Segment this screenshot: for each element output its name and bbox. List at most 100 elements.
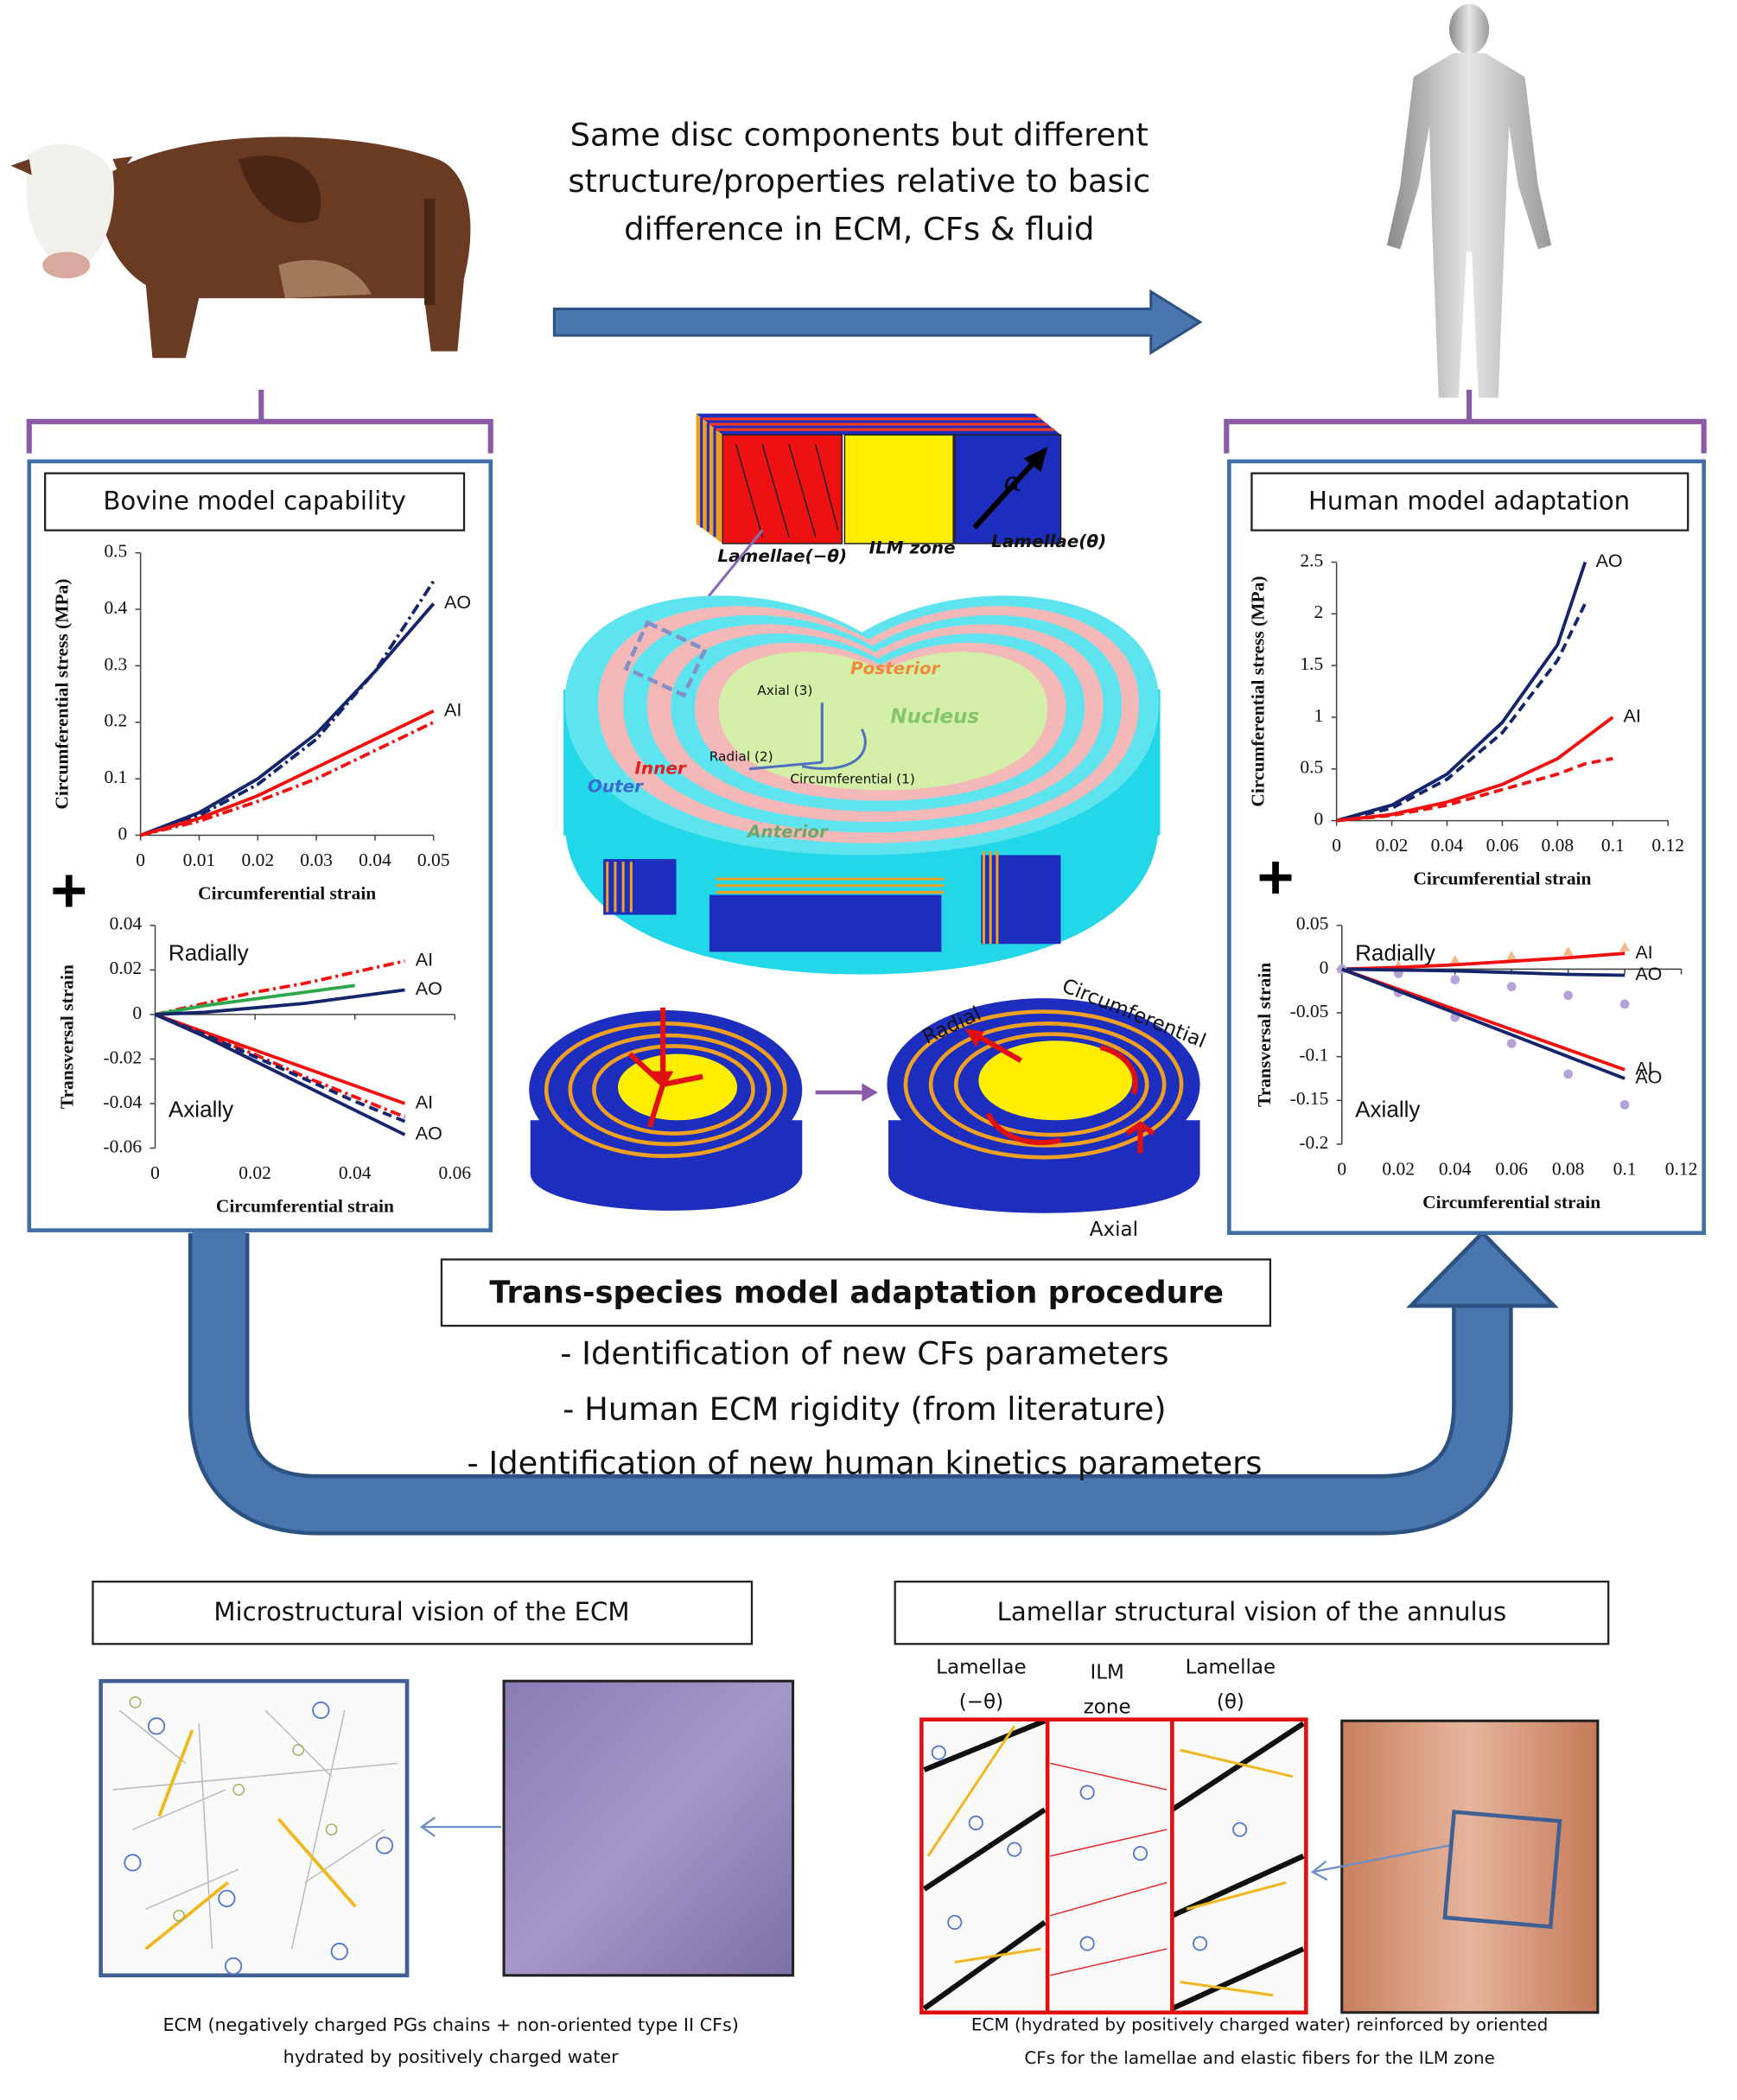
- series-line: [154, 1013, 406, 1123]
- panel-title: Bovine model capability: [103, 486, 406, 515]
- series-line: [154, 1013, 406, 1105]
- series-label: AO: [1635, 964, 1662, 984]
- lamellar-schematic: [919, 1717, 1308, 2015]
- axis-label: Axial (3): [757, 683, 812, 698]
- region-label: Nucleus: [890, 705, 979, 728]
- x-tick-label: 0.1: [1601, 835, 1625, 856]
- data-point: [1449, 955, 1460, 964]
- y-tick-label: 1.5: [1300, 653, 1323, 674]
- x-tick-label: 0.03: [300, 850, 333, 870]
- block-label: ILM zone: [869, 538, 956, 558]
- series-label: AI: [444, 699, 461, 720]
- series-line: [140, 709, 435, 837]
- caption-line: hydrated by positively charged water: [283, 2046, 620, 2067]
- y-tick-label: 0.4: [104, 597, 127, 618]
- title-box: [92, 1581, 754, 1645]
- bovine-panel: [27, 459, 493, 1232]
- y-tick-label: 0.5: [1300, 757, 1323, 778]
- series-line: [155, 988, 405, 1016]
- pointer-arrow: [1310, 1844, 1450, 1881]
- pointer-arrow: [419, 1817, 501, 1837]
- annotation: Radially: [169, 939, 249, 965]
- series-label: AO: [416, 1123, 442, 1144]
- y-axis-label: Transversal strain: [1254, 963, 1275, 1107]
- data-point: [1506, 1039, 1517, 1048]
- x-tick-label: 0: [150, 1162, 160, 1183]
- data-point: [1563, 1069, 1573, 1079]
- series-line: [139, 602, 436, 837]
- column-label: ILM: [1090, 1662, 1123, 1684]
- x-tick-label: 0.05: [417, 850, 450, 870]
- annotation: Axially: [169, 1096, 233, 1122]
- series-line: [1336, 561, 1587, 823]
- cow-illustration: [10, 137, 471, 359]
- header-line: structure/properties relative to basic: [568, 162, 1150, 200]
- y-tick-label: 0: [1320, 957, 1329, 977]
- plus-sign: [1259, 862, 1292, 894]
- block-label: Lamellae(θ): [991, 531, 1106, 551]
- x-tick-label: 0.12: [1665, 1159, 1698, 1180]
- x-tick-label: 0.06: [1495, 1159, 1528, 1180]
- x-axis-label: Circumferential strain: [216, 1195, 394, 1216]
- transfer-arrow: [552, 289, 1203, 355]
- human-panel: [1227, 459, 1706, 1236]
- annotation: Axially: [1355, 1096, 1420, 1122]
- series-line: [1336, 602, 1587, 823]
- load-label: Axial: [1090, 1219, 1138, 1241]
- y-tick-label: 0.5: [104, 541, 127, 562]
- y-tick-label: 1: [1314, 705, 1324, 726]
- series-line: [1336, 716, 1614, 823]
- x-tick-label: 0.04: [1431, 835, 1464, 856]
- data-point: [1619, 941, 1631, 951]
- x-axis-label: Circumferential strain: [198, 882, 376, 903]
- y-tick-label: -0.1: [1299, 1045, 1328, 1066]
- procedure-title: Trans-species model adaptation procedure: [489, 1275, 1224, 1310]
- section-title: Lamellar structural vision of the annulu…: [997, 1597, 1507, 1626]
- data-point: [1619, 999, 1630, 1009]
- column-label: zone: [1084, 1696, 1131, 1718]
- x-tick-label: 0.1: [1613, 1159, 1637, 1180]
- y-tick-label: 0: [118, 823, 128, 843]
- loop-arrow: [188, 1230, 1559, 1536]
- procedure-box: [440, 1258, 1272, 1327]
- x-tick-label: 0.02: [239, 1162, 271, 1183]
- title-box: [44, 472, 466, 531]
- y-axis-label: Circumferential stress (MPa): [52, 579, 73, 810]
- x-tick-label: 0.08: [1552, 1159, 1585, 1180]
- plus-sign: [53, 875, 86, 907]
- data-point: [1450, 975, 1460, 984]
- procedure-item: - Identification of new CFs parameters: [560, 1334, 1168, 1371]
- series-line: [155, 983, 355, 1016]
- x-tick-label: 0: [1337, 1159, 1346, 1180]
- procedure-item: - Identification of new human kinetics p…: [467, 1445, 1262, 1482]
- section-title: Microstructural vision of the ECM: [213, 1597, 629, 1626]
- x-tick-label: 0.06: [1486, 835, 1519, 856]
- annotation: Radially: [1355, 939, 1435, 965]
- caption-line: CFs for the lamellae and elastic fibers …: [1024, 2047, 1495, 2068]
- column-label: Lamellae: [1186, 1656, 1276, 1678]
- series-line: [155, 959, 405, 1016]
- series-line: [140, 580, 436, 837]
- series-label: AI: [416, 1092, 433, 1113]
- procedure-item: - Human ECM rigidity (from literature): [563, 1390, 1166, 1428]
- data-point: [1562, 946, 1574, 956]
- y-tick-label: -0.04: [103, 1091, 142, 1112]
- x-tick-label: 0.02: [241, 850, 274, 870]
- series-line: [154, 1013, 406, 1136]
- x-tick-label: 0.12: [1651, 835, 1684, 856]
- axis-label: Radial (2): [709, 748, 773, 764]
- header-line: difference in ECM, CFs & fluid: [624, 210, 1094, 247]
- y-tick-label: -0.05: [1290, 1001, 1329, 1021]
- series-line: [1341, 967, 1626, 1080]
- region-label: Inner: [635, 757, 687, 778]
- caption-line: ECM (hydrated by positively charged wate…: [971, 2014, 1548, 2035]
- ecm-schematic: [99, 1678, 410, 1978]
- caption-line: ECM (negatively charged PGs chains + non…: [162, 2014, 738, 2035]
- x-axis-label: Circumferential strain: [1413, 869, 1591, 889]
- histology-photo: [1340, 1719, 1600, 2014]
- x-tick-label: 0: [1332, 835, 1341, 856]
- y-tick-label: 0: [1314, 809, 1324, 830]
- title-box: [1250, 472, 1689, 531]
- series-label: AO: [416, 978, 442, 999]
- y-tick-label: 0.02: [110, 958, 143, 978]
